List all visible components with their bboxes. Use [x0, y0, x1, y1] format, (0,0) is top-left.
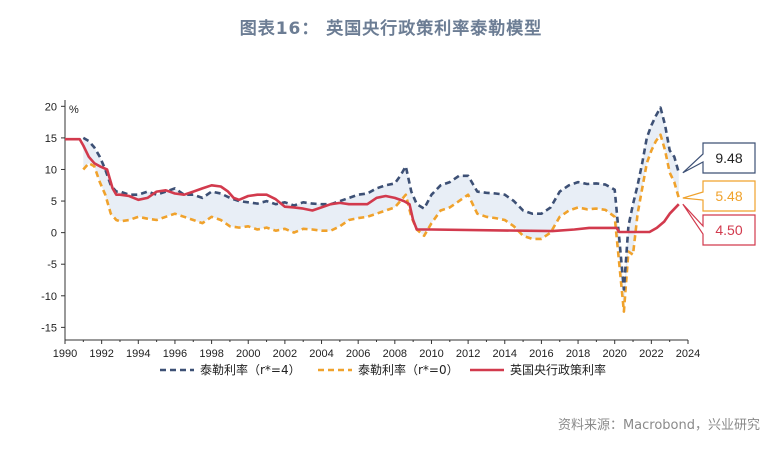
band-layer: [83, 107, 679, 312]
source-note: 资料来源：Macrobond，兴业研究: [557, 418, 760, 433]
x-tick-label: 2016: [529, 348, 553, 360]
x-tick-label: 2014: [493, 348, 517, 360]
x-tick-label: 2006: [346, 348, 370, 360]
x-tick-label: 2022: [639, 348, 663, 360]
taylor-range-band: [83, 107, 679, 312]
x-tick-label: 1994: [126, 348, 150, 360]
callout-label: 4.50: [715, 222, 742, 238]
series-line-1: [82, 133, 681, 313]
x-tick-label: 2020: [602, 348, 626, 360]
x-tick-label: 2002: [273, 348, 297, 360]
x-tick-label: 1998: [199, 348, 223, 360]
x-tick-label: 2024: [676, 348, 700, 360]
legend-label: 泰勒利率（r*=4）: [200, 362, 301, 377]
y-tick-label: 15: [45, 133, 57, 145]
legend: 泰勒利率（r*=4） 泰勒利率（r*=0） 英国央行政策利率: [160, 362, 606, 377]
callout-layer: 9.48 5.48 4.50: [682, 142, 756, 246]
y-tick-label: 0: [51, 228, 57, 240]
chart-title: 图表16： 英国央行政策利率泰勒模型: [239, 19, 543, 39]
callout-box: [682, 203, 756, 246]
legend-label: 泰勒利率（r*=0）: [358, 362, 459, 377]
axes-layer: 20 15 10 5 0 -5 -10 -15 1990 1992 1994 1996 1998 2000…: [41, 100, 700, 360]
series-layer: [65, 106, 681, 313]
callout-box: [682, 180, 756, 212]
x-tick-label: 1996: [163, 348, 187, 360]
series-line-0: [82, 106, 681, 291]
callout-label: 5.48: [715, 188, 742, 204]
x-tick-label: 2010: [419, 348, 443, 360]
y-tick-label: -15: [41, 322, 57, 334]
x-tick-label: 2004: [309, 348, 333, 360]
series-line-2: [65, 137, 680, 234]
x-tick-label: 2012: [456, 348, 480, 360]
callout-label: 9.48: [715, 150, 742, 166]
y-tick-label: -10: [41, 291, 57, 303]
callout-box: [682, 142, 756, 174]
x-tick-label: 2000: [236, 348, 260, 360]
x-tick-label: 2018: [566, 348, 590, 360]
y-axis-unit-label: %: [69, 104, 79, 116]
x-tick-label: 1990: [53, 348, 77, 360]
x-tick-label: 1992: [89, 348, 113, 360]
y-tick-label: -5: [47, 259, 57, 271]
y-tick-label: 5: [51, 196, 57, 208]
x-tick-label: 2008: [383, 348, 407, 360]
y-tick-label: 10: [45, 164, 57, 176]
legend-label: 英国央行政策利率: [510, 362, 606, 377]
y-tick-label: 20: [45, 101, 57, 113]
